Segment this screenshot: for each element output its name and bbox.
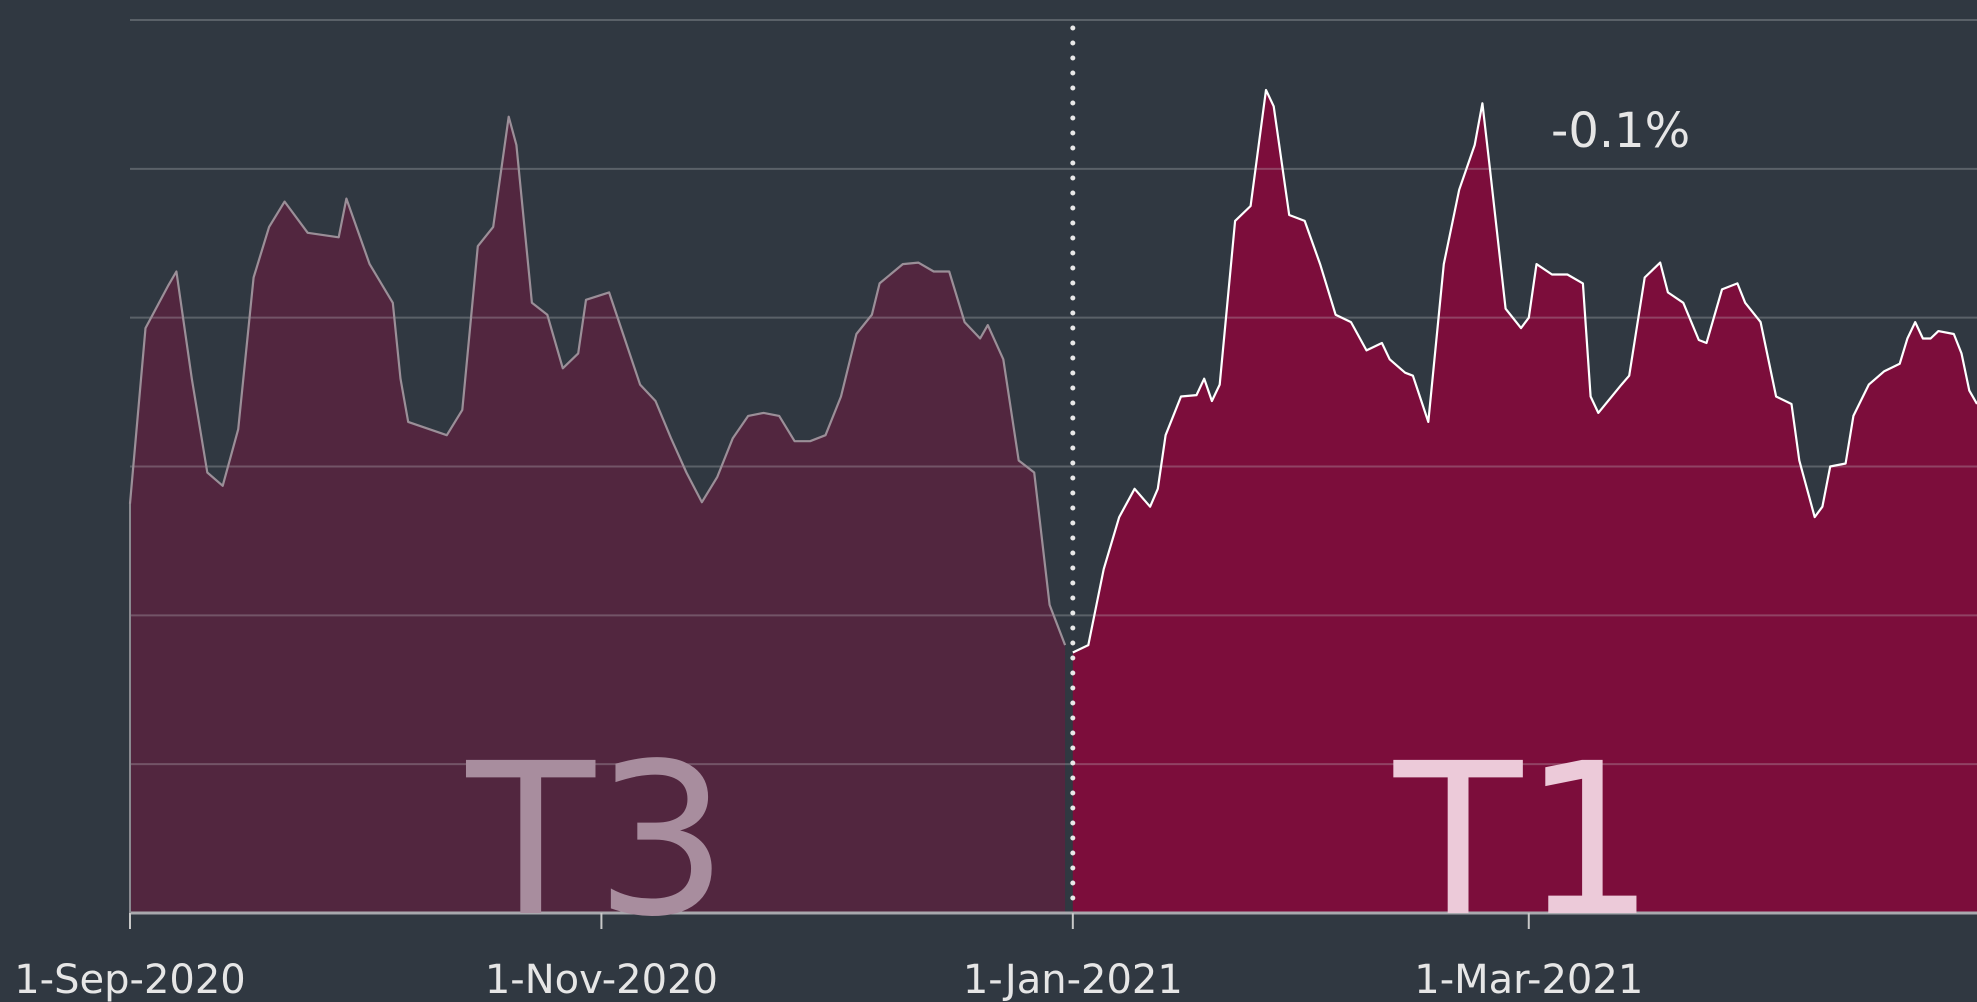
area-fill: [130, 116, 1066, 913]
labels: T3 T1 1-Sep-2020 1-Nov-2020 1-Jan-2021 1-Mar-…: [14, 718, 1656, 1002]
series-line: [128, 115, 1067, 646]
x-tick-label: 1-Nov-2020: [485, 957, 718, 1002]
series-line: [1072, 88, 1977, 654]
lines: [128, 25, 1977, 916]
grid: [129, 19, 1977, 915]
areas: [130, 90, 1977, 913]
annotation: -0.1%: [1551, 103, 1690, 159]
series-label: T1: [1393, 718, 1656, 963]
x-tick-label: 1-Mar-2021: [1414, 957, 1643, 1002]
x-tick-label: 1-Sep-2020: [14, 957, 246, 1002]
area-fill: [1072, 90, 1977, 913]
series-label: T3: [466, 718, 729, 963]
x-tick-label: 1-Jan-2021: [963, 957, 1183, 1002]
